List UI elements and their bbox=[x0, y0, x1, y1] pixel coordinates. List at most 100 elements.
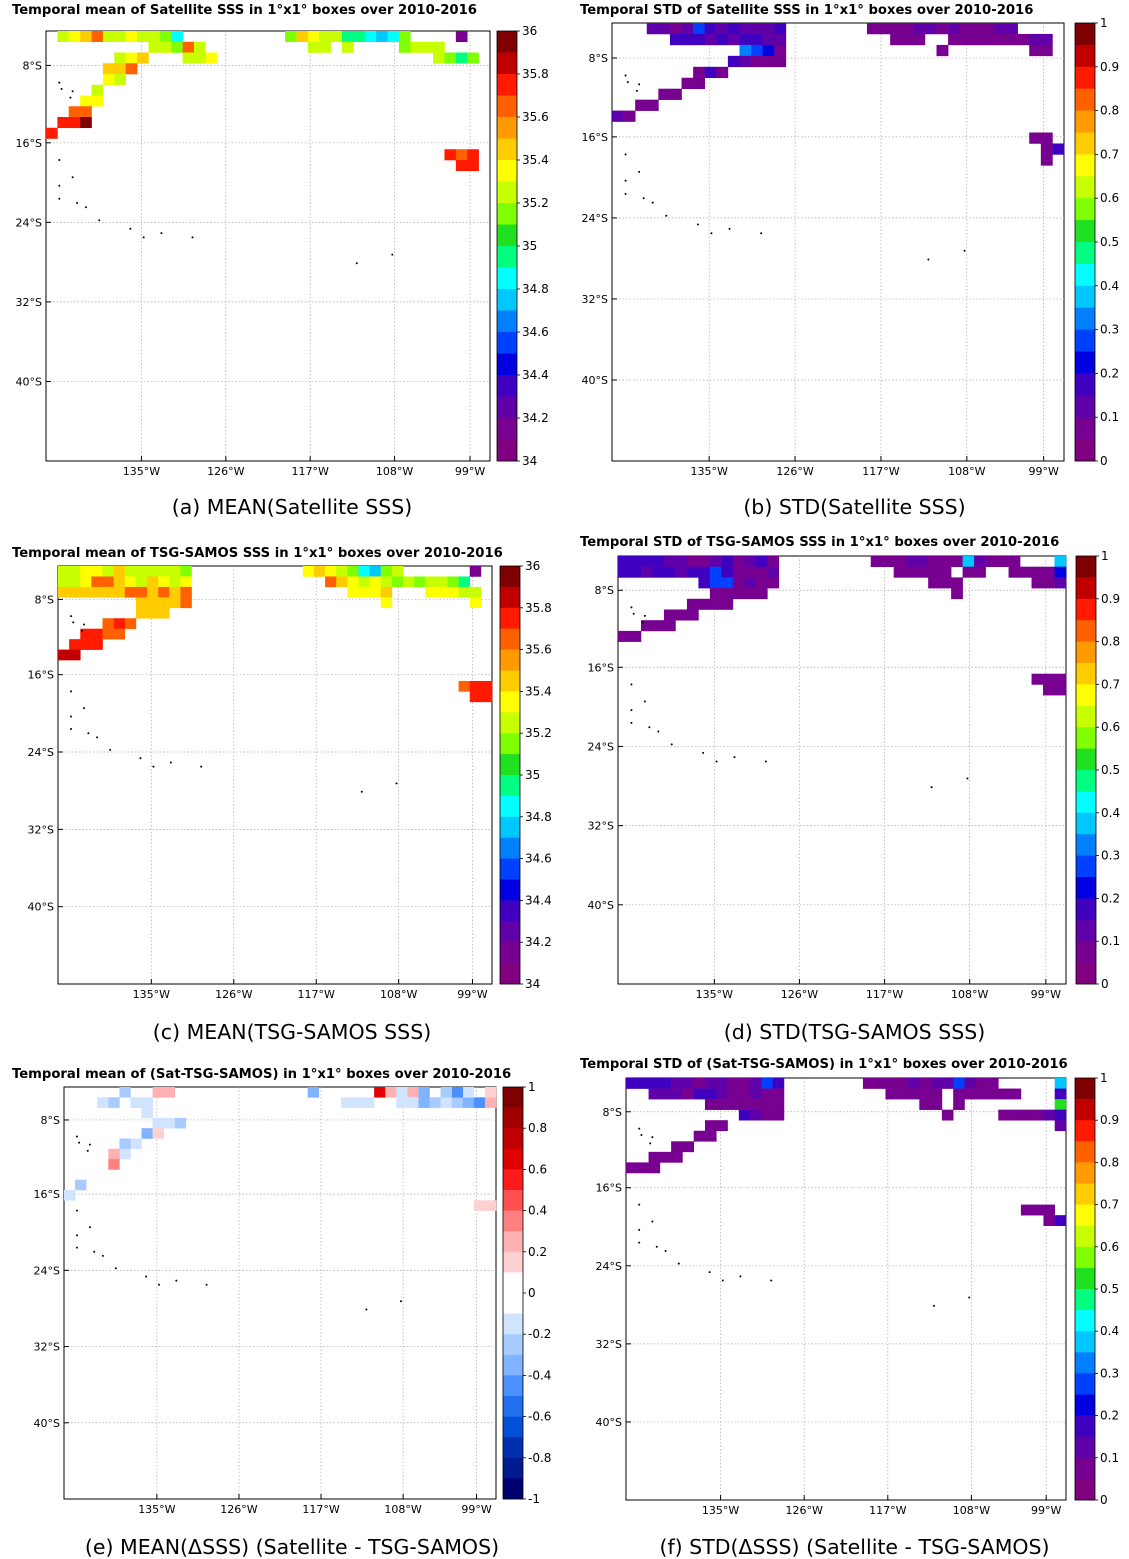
x-tick-label: 126°W bbox=[776, 465, 813, 478]
data-cell bbox=[663, 620, 676, 632]
island-dot bbox=[630, 683, 633, 686]
island-dot bbox=[200, 765, 203, 768]
x-tick-label: 126°W bbox=[781, 988, 818, 1001]
colorbar-tick-label: 0.3 bbox=[1100, 1366, 1119, 1380]
colorbar-segment bbox=[1076, 556, 1096, 578]
colorbar-segment bbox=[1075, 1436, 1095, 1459]
y-tick-label: 16°S bbox=[596, 1182, 622, 1195]
island-dot bbox=[75, 1209, 78, 1212]
data-cell bbox=[455, 31, 468, 43]
data-cell bbox=[163, 1117, 176, 1129]
data-cell bbox=[402, 576, 415, 588]
data-cell bbox=[141, 1097, 153, 1108]
plot-area-f bbox=[625, 1077, 1067, 1501]
data-cell bbox=[102, 566, 114, 577]
data-cell bbox=[916, 556, 929, 567]
data-cell bbox=[1054, 673, 1067, 685]
data-cell bbox=[57, 31, 70, 43]
data-cell bbox=[473, 1200, 486, 1211]
colorbar-tick-label: 35.6 bbox=[522, 110, 549, 124]
data-cell bbox=[135, 576, 148, 588]
colorbar-tick-label: 0.9 bbox=[1100, 60, 1119, 74]
data-cell bbox=[1008, 566, 1021, 578]
data-cell bbox=[987, 1078, 999, 1089]
y-tick-label: 8°S bbox=[41, 1114, 60, 1127]
data-cell bbox=[964, 1088, 977, 1100]
y-tick-label: 32°S bbox=[588, 820, 614, 833]
colorbar-segment bbox=[1075, 351, 1095, 374]
x-tick-label: 135°W bbox=[123, 465, 160, 478]
island-dot bbox=[58, 184, 61, 187]
data-cell bbox=[102, 628, 114, 640]
colorbar-segment bbox=[1075, 1415, 1095, 1437]
y-tick-label: 24°S bbox=[596, 1260, 622, 1273]
colorbar-segment bbox=[1075, 242, 1095, 265]
data-cell bbox=[1029, 33, 1042, 46]
island-dot bbox=[638, 83, 641, 86]
data-cell bbox=[761, 1109, 773, 1121]
data-cell bbox=[91, 31, 104, 43]
data-cell bbox=[46, 127, 58, 139]
x-tick-label: 135°W bbox=[133, 988, 170, 1001]
data-cell bbox=[629, 566, 642, 578]
data-cell bbox=[336, 576, 348, 588]
data-cell bbox=[152, 1087, 164, 1098]
colorbar-segment bbox=[1076, 641, 1096, 664]
colorbar-tick-label: 35.4 bbox=[522, 153, 549, 167]
colorbar-segment bbox=[503, 1231, 523, 1253]
data-cell bbox=[68, 31, 81, 43]
data-cell bbox=[130, 1138, 142, 1150]
island-dot bbox=[638, 1228, 641, 1231]
y-tick-label: 40°S bbox=[28, 901, 54, 914]
data-cell bbox=[971, 23, 984, 35]
colorbar-segment bbox=[1076, 770, 1096, 792]
colorbar-segment bbox=[1076, 941, 1096, 963]
x-tick-label: 99°W bbox=[455, 465, 485, 478]
island-dot bbox=[60, 88, 63, 91]
data-cell bbox=[772, 1099, 785, 1110]
data-cell bbox=[893, 556, 906, 567]
colorbar-segment bbox=[1075, 1394, 1095, 1416]
data-cell bbox=[732, 556, 745, 567]
data-cell bbox=[727, 1088, 740, 1100]
x-tick-label: 135°W bbox=[702, 1504, 739, 1517]
colorbar-segment bbox=[1075, 88, 1095, 111]
island-dot bbox=[721, 1279, 724, 1282]
data-cell bbox=[376, 31, 388, 43]
data-cell bbox=[704, 66, 717, 79]
data-cell bbox=[750, 1099, 762, 1110]
data-cell bbox=[964, 1078, 977, 1089]
colorbar-segment bbox=[1075, 1267, 1095, 1290]
data-cell bbox=[158, 597, 170, 609]
data-cell bbox=[896, 1078, 909, 1089]
data-cell bbox=[473, 1097, 486, 1108]
colorbar-segment bbox=[500, 816, 520, 838]
data-cell bbox=[671, 1078, 683, 1089]
data-cell bbox=[732, 566, 745, 578]
island-dot bbox=[733, 756, 736, 759]
data-cell bbox=[738, 1088, 751, 1100]
data-cell bbox=[444, 149, 457, 161]
data-cell bbox=[618, 556, 630, 567]
data-cell bbox=[709, 598, 722, 610]
y-tick-label: 8°S bbox=[595, 584, 614, 597]
data-cell bbox=[870, 556, 883, 567]
data-cell bbox=[997, 556, 1009, 567]
data-cell bbox=[774, 55, 787, 68]
island-dot bbox=[739, 1275, 742, 1278]
data-cell bbox=[1020, 566, 1032, 578]
y-tick-label: 32°S bbox=[34, 1341, 60, 1354]
data-cell bbox=[113, 618, 126, 629]
colorbar-segment bbox=[1075, 23, 1095, 46]
x-tick-label: 108°W bbox=[951, 988, 988, 1001]
colorbar-segment bbox=[1076, 727, 1096, 749]
colorbar-segment bbox=[1076, 855, 1096, 878]
island-dot bbox=[58, 197, 61, 200]
data-cell bbox=[959, 33, 972, 46]
data-cell bbox=[727, 1078, 740, 1089]
data-cell bbox=[130, 1097, 142, 1108]
island-dot bbox=[770, 1279, 773, 1282]
data-cell bbox=[91, 586, 103, 598]
data-cell bbox=[750, 1078, 762, 1089]
